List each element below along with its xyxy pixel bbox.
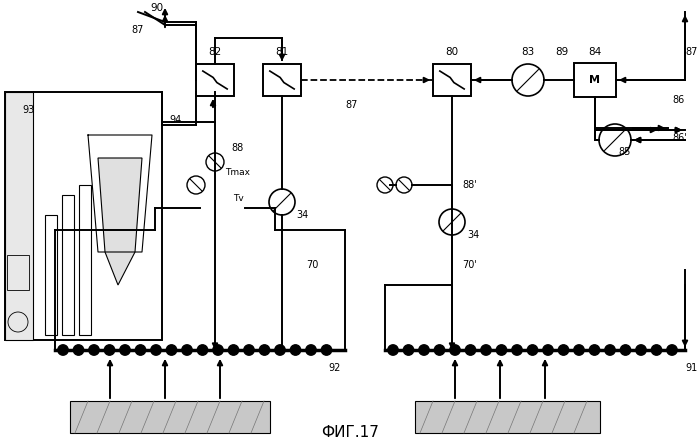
- Text: 83: 83: [522, 47, 535, 57]
- Text: 88': 88': [463, 180, 477, 190]
- Text: 34: 34: [467, 230, 479, 240]
- Circle shape: [620, 345, 631, 355]
- Bar: [263, 64, 301, 96]
- Text: 89: 89: [555, 47, 568, 57]
- Bar: [45, 215, 57, 335]
- Text: 86: 86: [672, 95, 684, 105]
- Text: 87: 87: [346, 100, 358, 110]
- Text: 34: 34: [296, 210, 308, 220]
- Circle shape: [275, 345, 285, 355]
- Circle shape: [527, 345, 538, 355]
- Bar: [415, 401, 600, 433]
- Text: 85: 85: [619, 147, 631, 157]
- Circle shape: [244, 345, 254, 355]
- Circle shape: [667, 345, 677, 355]
- Circle shape: [167, 345, 176, 355]
- Text: 86': 86': [672, 133, 687, 143]
- Text: 70': 70': [463, 260, 477, 270]
- Text: 80: 80: [445, 47, 458, 57]
- Text: 70: 70: [306, 260, 318, 270]
- Bar: [574, 63, 616, 97]
- Circle shape: [388, 345, 398, 355]
- Text: 87: 87: [686, 47, 698, 57]
- Circle shape: [574, 345, 584, 355]
- Circle shape: [150, 345, 161, 355]
- Text: 94: 94: [169, 115, 181, 125]
- Circle shape: [182, 345, 192, 355]
- Bar: [62, 195, 74, 335]
- Circle shape: [450, 345, 460, 355]
- Text: 84: 84: [589, 47, 601, 57]
- Text: Tv: Tv: [232, 194, 244, 202]
- Circle shape: [58, 345, 68, 355]
- Polygon shape: [98, 158, 142, 285]
- Circle shape: [120, 345, 130, 355]
- Circle shape: [559, 345, 568, 355]
- Circle shape: [321, 345, 332, 355]
- Circle shape: [589, 345, 600, 355]
- Circle shape: [135, 345, 146, 355]
- Circle shape: [197, 345, 208, 355]
- Text: 91: 91: [685, 363, 697, 373]
- Circle shape: [74, 345, 84, 355]
- Circle shape: [496, 345, 507, 355]
- Circle shape: [466, 345, 476, 355]
- Text: ФИГ.17: ФИГ.17: [321, 425, 379, 440]
- Circle shape: [213, 345, 223, 355]
- Circle shape: [542, 345, 553, 355]
- Text: 87: 87: [132, 25, 144, 35]
- Bar: [79, 185, 91, 335]
- Circle shape: [512, 345, 522, 355]
- Text: 81: 81: [275, 47, 288, 57]
- Text: M: M: [589, 75, 601, 85]
- Circle shape: [89, 345, 99, 355]
- Circle shape: [104, 345, 115, 355]
- Bar: [70, 401, 270, 433]
- Text: 93: 93: [22, 105, 34, 115]
- Text: Tmax: Tmax: [225, 168, 251, 176]
- Circle shape: [636, 345, 646, 355]
- Bar: [7, 255, 29, 290]
- Bar: [196, 64, 234, 96]
- Circle shape: [605, 345, 615, 355]
- Circle shape: [403, 345, 414, 355]
- Text: 90: 90: [150, 3, 164, 13]
- Text: 82: 82: [209, 47, 222, 57]
- Circle shape: [228, 345, 239, 355]
- Bar: [433, 64, 471, 96]
- Circle shape: [259, 345, 270, 355]
- Circle shape: [434, 345, 444, 355]
- Text: 88: 88: [232, 143, 244, 153]
- Circle shape: [306, 345, 316, 355]
- Bar: [5, 92, 162, 340]
- Circle shape: [419, 345, 429, 355]
- Bar: [5, 92, 33, 340]
- Circle shape: [481, 345, 491, 355]
- Circle shape: [290, 345, 301, 355]
- Circle shape: [651, 345, 661, 355]
- Text: 92: 92: [329, 363, 341, 373]
